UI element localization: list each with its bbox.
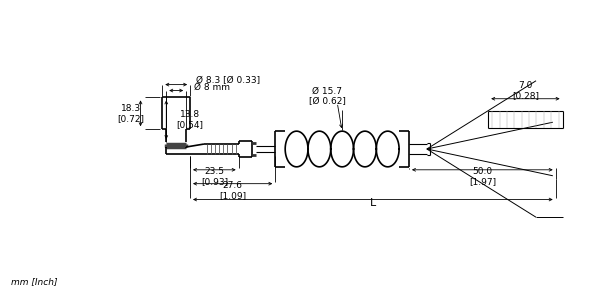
Text: 7.0
[0.28]: 7.0 [0.28] — [512, 81, 539, 100]
Text: 13.8
[0.54]: 13.8 [0.54] — [176, 110, 204, 129]
Text: Ø 8 mm: Ø 8 mm — [194, 83, 230, 92]
Text: 23.5
[0.93]: 23.5 [0.93] — [201, 167, 228, 187]
Text: 27.6
[1.09]: 27.6 [1.09] — [219, 181, 246, 200]
Text: mm [Inch]: mm [Inch] — [11, 277, 57, 286]
Text: 50.0
[1.97]: 50.0 [1.97] — [469, 167, 496, 187]
Text: L: L — [370, 198, 376, 208]
Text: 18.3
[0.72]: 18.3 [0.72] — [117, 104, 144, 123]
Text: Ø 8.3 [Ø 0.33]: Ø 8.3 [Ø 0.33] — [196, 76, 260, 85]
Text: Ø 15.7
[Ø 0.62]: Ø 15.7 [Ø 0.62] — [309, 87, 346, 106]
